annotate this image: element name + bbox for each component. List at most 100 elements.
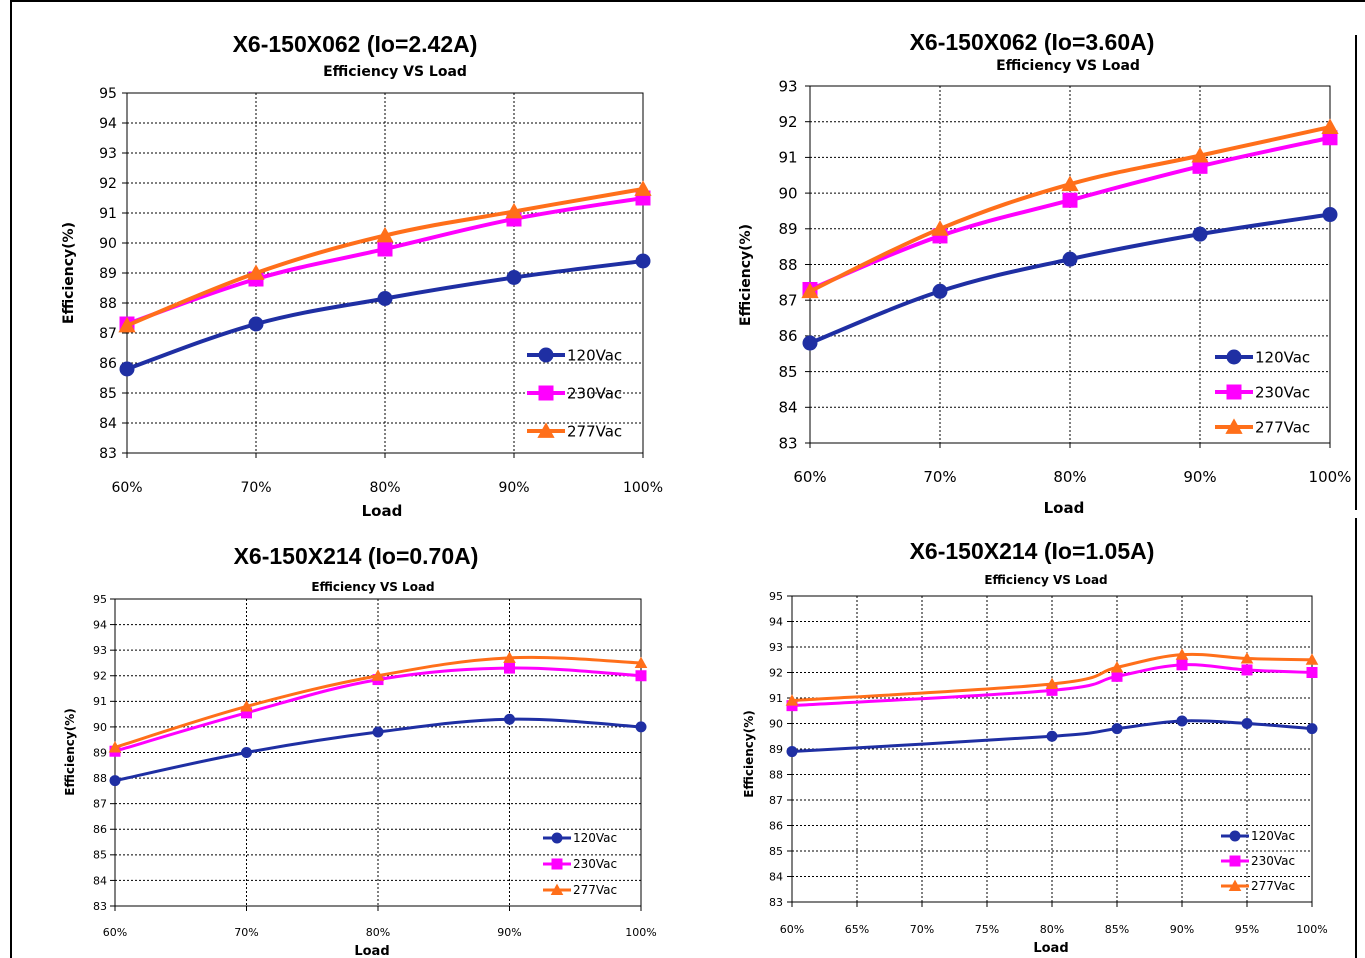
- legend-label: 230Vac: [1251, 854, 1295, 868]
- legend: 120Vac 230Vac 277Vac: [543, 831, 617, 897]
- x-tick-label: 95%: [1235, 923, 1259, 936]
- y-tick-label: 91: [769, 692, 783, 705]
- data-point-277Vac: [634, 180, 652, 196]
- chart-title: X6-150X214 (Io=0.70A): [234, 543, 479, 569]
- y-tick-label: 93: [769, 641, 783, 654]
- y-tick-label: 93: [93, 644, 107, 657]
- x-tick-label: 100%: [623, 480, 663, 496]
- x-tick-label: 100%: [625, 926, 656, 939]
- chart-title: X6-150X062 (Io=3.60A): [910, 29, 1155, 55]
- data-point-230Vac: [1192, 158, 1208, 174]
- y-tick-label: 89: [778, 220, 797, 238]
- data-point-230Vac: [1306, 667, 1318, 678]
- y-tick-label: 92: [99, 176, 117, 192]
- data-point-277Vac: [503, 651, 516, 663]
- y-tick-label: 83: [778, 434, 797, 452]
- x-tick-label: 80%: [366, 926, 390, 939]
- y-tick-label: 92: [93, 670, 107, 683]
- y-tick-label: 86: [99, 356, 117, 372]
- y-tick-label: 89: [769, 743, 783, 756]
- y-tick-label: 86: [93, 823, 107, 836]
- data-point-277Vac: [1240, 652, 1254, 664]
- legend-marker: [538, 385, 554, 401]
- y-tick-label: 94: [769, 615, 783, 628]
- data-point-120Vac: [506, 270, 522, 285]
- legend-label: 277Vac: [1251, 879, 1295, 893]
- data-point-120Vac: [372, 726, 384, 738]
- y-tick-label: 87: [93, 798, 107, 811]
- y-tick-label: 84: [99, 416, 117, 432]
- x-tick-label: 60%: [793, 468, 826, 486]
- legend: 120Vac 230Vac 277Vac: [527, 346, 622, 440]
- y-tick-label: 92: [769, 666, 783, 679]
- chart-subtitle: Efficiency VS Load: [984, 573, 1107, 587]
- legend-label: 277Vac: [567, 422, 622, 440]
- y-tick-label: 84: [93, 874, 107, 887]
- y-tick-label: 89: [99, 266, 117, 282]
- data-point-277Vac: [1110, 661, 1124, 673]
- data-point-277Vac: [240, 700, 253, 712]
- y-tick-label: 83: [769, 896, 783, 909]
- x-tick-label: 60%: [780, 923, 804, 936]
- y-tick-label: 86: [778, 327, 797, 345]
- y-tick-label: 87: [99, 326, 117, 342]
- data-point-120Vac: [1046, 730, 1058, 742]
- y-tick-label: 93: [99, 146, 117, 162]
- legend-label: 277Vac: [1255, 418, 1310, 436]
- data-point-230Vac: [241, 707, 252, 719]
- data-point-120Vac: [119, 361, 135, 377]
- data-point-230Vac: [1322, 130, 1338, 146]
- legend-marker: [537, 422, 555, 438]
- y-tick-label: 91: [99, 206, 117, 222]
- y-tick-label: 88: [769, 768, 783, 781]
- y-tick-label: 95: [99, 86, 117, 102]
- y-tick-label: 85: [769, 845, 783, 858]
- chart-title: X6-150X062 (Io=2.42A): [233, 31, 478, 57]
- y-tick-label: 87: [778, 291, 797, 309]
- data-point-277Vac: [1191, 146, 1209, 163]
- legend-marker: [551, 832, 563, 844]
- data-point-120Vac: [786, 746, 798, 758]
- y-tick-label: 89: [93, 746, 107, 759]
- x-tick-label: 85%: [1105, 923, 1129, 936]
- y-tick-label: 88: [99, 296, 117, 312]
- legend-label: 277Vac: [573, 883, 617, 897]
- x-axis-label: Load: [1044, 499, 1085, 517]
- legend: 120Vac 230Vac 277Vac: [1215, 348, 1310, 436]
- y-tick-label: 86: [769, 819, 783, 832]
- data-point-277Vac: [1045, 677, 1059, 690]
- legend-label: 230Vac: [1255, 383, 1310, 401]
- x-tick-label: 70%: [234, 926, 258, 939]
- x-tick-label: 60%: [111, 480, 142, 496]
- y-tick-label: 85: [778, 363, 797, 381]
- y-axis-label: Efficiency(%): [61, 222, 77, 324]
- y-tick-label: 90: [769, 717, 783, 730]
- x-tick-label: 80%: [369, 480, 400, 496]
- x-tick-label: 65%: [845, 923, 869, 936]
- y-axis-label: Efficiency(%): [738, 224, 754, 326]
- plot-border: [809, 85, 1331, 444]
- legend-marker: [1229, 830, 1241, 842]
- data-point-277Vac: [1175, 648, 1189, 660]
- chart-x6-150x062-2-42a: X6-150X062 (Io=2.42A) Efficiency VS Load…: [61, 31, 663, 520]
- data-point-230Vac: [1046, 684, 1058, 696]
- data-point-277Vac: [371, 669, 385, 681]
- y-tick-label: 92: [778, 113, 797, 131]
- chart-subtitle: Efficiency VS Load: [996, 58, 1140, 74]
- plot-area: 83 84 85 86 87 88 89 90 91 92 93 94 95 60% 70% 80% 90% 10…: [93, 593, 657, 939]
- data-point-120Vac: [1062, 251, 1078, 267]
- legend-label: 120Vac: [1255, 348, 1310, 366]
- y-tick-label: 90: [778, 184, 797, 202]
- data-point-120Vac: [1306, 723, 1318, 735]
- legend-marker: [1228, 879, 1242, 892]
- y-tick-label: 83: [99, 446, 117, 462]
- data-point-120Vac: [109, 775, 121, 787]
- data-point-230Vac: [377, 241, 393, 257]
- legend-label: 230Vac: [573, 857, 617, 871]
- y-tick-label: 91: [93, 695, 107, 708]
- data-point-277Vac: [801, 282, 819, 299]
- legend-label: 120Vac: [567, 346, 622, 364]
- data-point-120Vac: [1322, 207, 1338, 223]
- data-point-120Vac: [504, 713, 515, 725]
- legend-label: 230Vac: [567, 384, 622, 402]
